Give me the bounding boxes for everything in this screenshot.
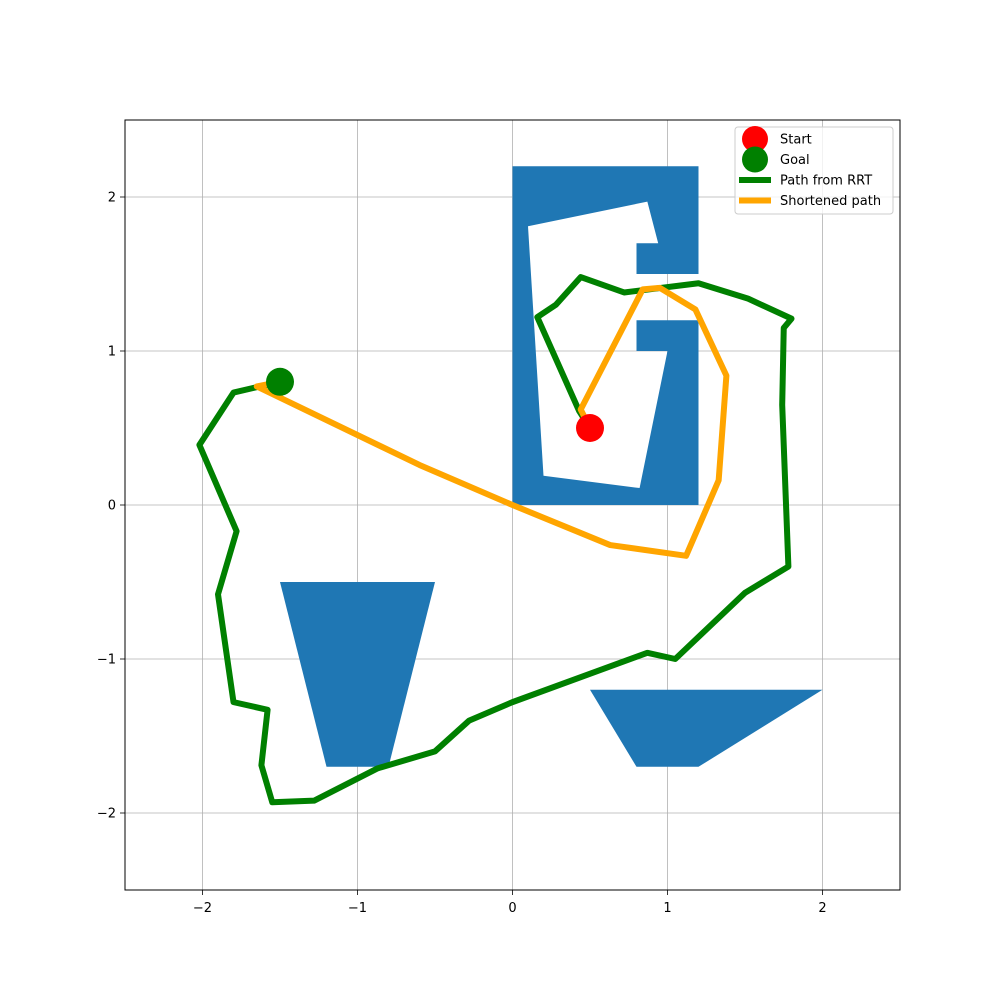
x-tick-label: 0 [508, 901, 516, 916]
legend-label: Goal [780, 153, 810, 168]
rrt-path-line [196, 274, 795, 806]
marker-layer [266, 367, 604, 442]
start-marker [576, 414, 604, 442]
y-tick-label: −2 [97, 807, 116, 822]
y-tick-label: 1 [108, 345, 116, 360]
y-tick-label: 2 [108, 191, 116, 206]
obstacle-layer [280, 166, 823, 767]
obstacle-polygon [512, 166, 699, 505]
shortened-path-line [253, 284, 730, 559]
obstacle-polygon [590, 689, 823, 767]
x-tick-label: −2 [193, 901, 212, 916]
y-tick-label: −1 [97, 653, 116, 668]
legend-marker-swatch [742, 126, 768, 152]
legend-label: Start [780, 133, 812, 148]
series-layer [196, 274, 795, 806]
y-tick-label: 0 [108, 499, 116, 514]
legend-label: Path from RRT [780, 174, 872, 189]
obstacle-polygon [280, 582, 435, 767]
legend-label: Shortened path [780, 194, 881, 209]
goal-marker [266, 367, 294, 396]
legend-marker-swatch [742, 146, 768, 173]
legend: Start Goal Path from RRT Shortened path [734, 126, 894, 215]
x-tick-label: −1 [348, 901, 367, 916]
x-tick-label: 2 [818, 901, 826, 916]
tick-layer: −2 −1 0 1 2 −2 −1 0 1 2 [97, 191, 827, 917]
legend-box [734, 126, 894, 215]
x-tick-label: 1 [663, 901, 671, 916]
